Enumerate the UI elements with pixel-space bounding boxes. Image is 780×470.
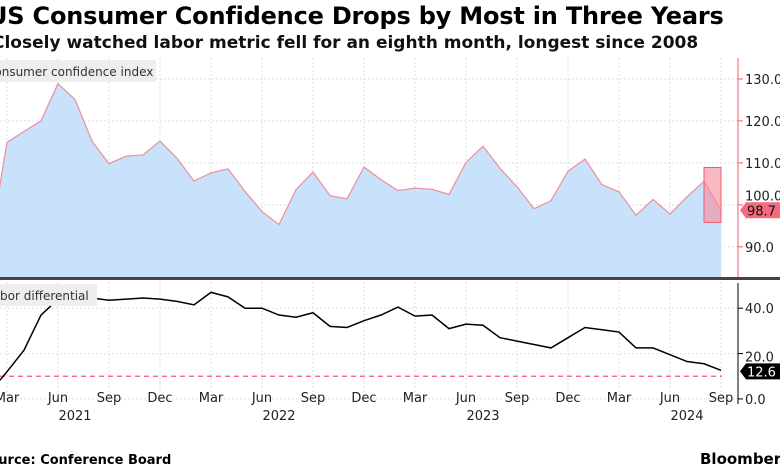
x-year-label: 2024 bbox=[670, 409, 703, 424]
x-year-label: 2021 bbox=[58, 409, 91, 424]
x-tick-label: Sep bbox=[301, 391, 326, 406]
source-note: Source: Conference Board bbox=[0, 453, 172, 468]
x-tick-label: Mar bbox=[0, 391, 20, 406]
x-tick-label: Mar bbox=[607, 391, 632, 406]
y-tick-label: 90.0 bbox=[745, 241, 774, 256]
last-value-tag bbox=[740, 363, 780, 380]
x-tick-label: Sep bbox=[709, 391, 734, 406]
x-tick-label: Mar bbox=[403, 391, 428, 406]
y-tick-label: 0.0 bbox=[745, 393, 766, 408]
y-tick-label: 20.0 bbox=[745, 350, 774, 365]
y-tick-label: 110.0 bbox=[745, 157, 780, 172]
y-tick-label: 120.0 bbox=[745, 115, 780, 130]
x-tick-label: Sep bbox=[505, 391, 530, 406]
y-tick-label: 40.0 bbox=[745, 302, 774, 317]
x-tick-label: Sep bbox=[97, 391, 122, 406]
labor-line bbox=[0, 291, 722, 382]
x-year-label: 2023 bbox=[466, 409, 499, 424]
legend-box bbox=[0, 60, 156, 82]
legend-box bbox=[0, 284, 97, 306]
bloomberg-logo: Bloomberg bbox=[700, 450, 780, 468]
x-tick-label: Dec bbox=[351, 391, 376, 406]
confidence-line bbox=[0, 82, 722, 226]
y-tick-label: 100.0 bbox=[745, 189, 780, 204]
x-tick-label: Dec bbox=[147, 391, 172, 406]
legend-label: Labor differential bbox=[0, 289, 89, 303]
last-value-label: 98.7 bbox=[747, 204, 776, 219]
highlight-box bbox=[703, 167, 722, 223]
legend-label: Consumer confidence index bbox=[0, 65, 153, 79]
last-value-label: 12.6 bbox=[747, 365, 776, 380]
chart-title: US Consumer Confidence Drops by Most in … bbox=[0, 2, 724, 30]
x-tick-label: Dec bbox=[555, 391, 580, 406]
y-tick-label: 130.0 bbox=[745, 73, 780, 88]
x-tick-label: Jun bbox=[251, 391, 272, 406]
x-tick-label: Jun bbox=[47, 391, 68, 406]
last-value-tag bbox=[740, 202, 780, 219]
x-tick-label: Jun bbox=[455, 391, 476, 406]
chart-subtitle: Closely watched labor metric fell for an… bbox=[0, 33, 699, 53]
x-year-label: 2022 bbox=[262, 409, 295, 424]
x-tick-label: Jun bbox=[659, 391, 680, 406]
x-tick-label: Mar bbox=[199, 391, 224, 406]
confidence-area bbox=[0, 83, 721, 277]
panel-divider bbox=[0, 277, 780, 280]
